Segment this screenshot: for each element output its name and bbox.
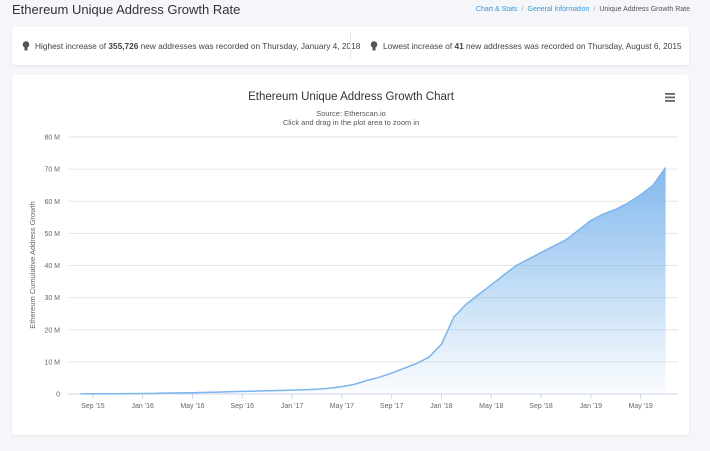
page-title: Ethereum Unique Address Growth Rate (12, 2, 241, 17)
breadcrumb-current: Unique Address Growth Rate (599, 6, 690, 13)
x-tick-label: Sep '18 (529, 403, 553, 410)
y-tick-label: 30 M (44, 295, 60, 302)
menu-button[interactable] (662, 90, 678, 104)
y-tick-label: 80 M (44, 135, 60, 142)
divider (350, 33, 351, 59)
breadcrumb-link[interactable]: Chart & Stats (475, 6, 518, 13)
stat-low: Lowest increase of 41 new addresses was … (370, 41, 682, 51)
x-tick-label: May '18 (479, 403, 503, 410)
y-tick-label: 50 M (44, 231, 60, 238)
y-tick-label: 20 M (44, 327, 60, 334)
y-tick-label: 40 M (44, 263, 60, 270)
bulb-icon (22, 41, 30, 51)
stat-text: new addresses was recorded on Thursday, … (466, 41, 682, 51)
x-tick-label: Jan '17 (281, 403, 303, 410)
y-tick-label: 10 M (44, 359, 60, 366)
y-tick-label: 60 M (44, 199, 60, 206)
stat-value: 41 (454, 41, 464, 51)
x-tick-label: Sep '16 (231, 403, 255, 410)
y-tick-label: 70 M (44, 167, 60, 174)
y-tick-label: 0 (56, 392, 60, 399)
x-tick-label: May '19 (629, 403, 653, 410)
y-axis-title: Ethereum Cumulative Address Growth (28, 201, 37, 329)
stats-card: Highest increase of 355,726 new addresse… (12, 27, 689, 65)
stat-text: new addresses was recorded on Thursday, … (140, 41, 361, 51)
stat-high: Highest increase of 355,726 new addresse… (22, 41, 360, 51)
chart-subtitle: Click and drag in the plot area to zoom … (283, 118, 419, 127)
x-tick-label: May '17 (330, 403, 354, 410)
x-tick-label: Sep '15 (81, 403, 105, 410)
chart-title: Ethereum Unique Address Growth Chart (248, 91, 455, 103)
bulb-icon (370, 41, 378, 51)
x-tick-label: Jan '18 (430, 403, 452, 410)
stat-value: 355,726 (108, 41, 139, 51)
line (80, 167, 667, 395)
x-tick-label: Jan '16 (132, 403, 154, 410)
breadcrumb: Chart & Stats / General Information / Unique… (475, 6, 690, 13)
x-tick-label: May '16 (180, 403, 204, 410)
stat-text: Lowest increase of (383, 41, 453, 51)
stat-text: Highest increase of (35, 41, 107, 51)
chart-subtitle: Source: Etherscan.io (316, 109, 386, 118)
x-tick-label: Jan '19 (580, 403, 602, 410)
area (80, 167, 666, 394)
x-tick-label: Sep '17 (380, 403, 404, 410)
breadcrumb-link[interactable]: General Information (527, 6, 590, 13)
